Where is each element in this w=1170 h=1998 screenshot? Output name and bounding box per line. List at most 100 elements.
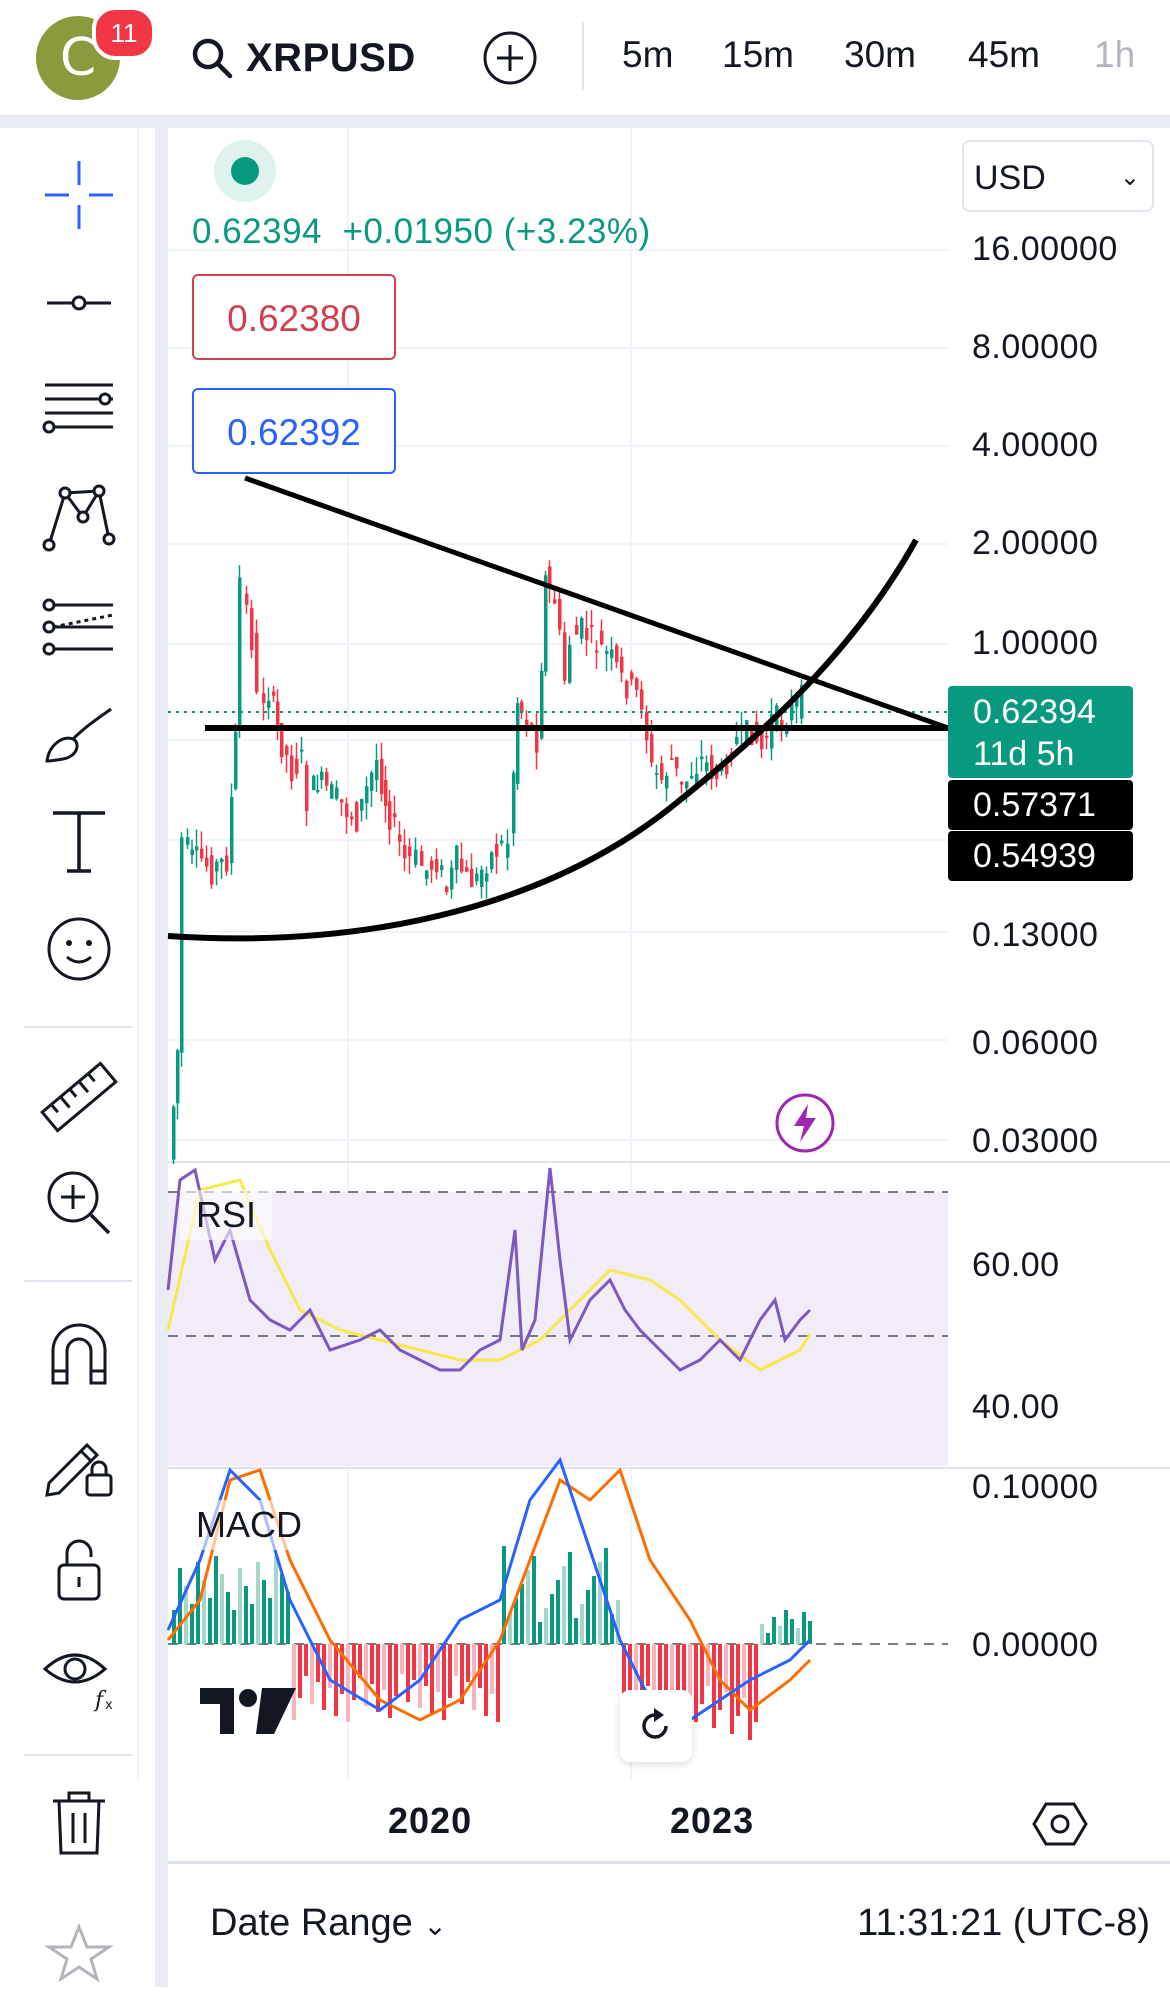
macd-histogram-bar — [712, 1644, 716, 1728]
macd-histogram-bar — [274, 1556, 278, 1644]
macd-histogram-bar — [412, 1644, 416, 1680]
candle-body — [780, 720, 784, 728]
price-change: +0.01950 — [342, 212, 494, 251]
add-symbol-icon[interactable] — [482, 30, 538, 86]
ruler-icon[interactable] — [34, 1052, 124, 1142]
macd-histogram-bar — [346, 1644, 350, 1722]
lightning-icon[interactable] — [774, 1092, 836, 1154]
candle-body — [285, 745, 289, 755]
text-icon[interactable] — [34, 796, 124, 886]
candle-body — [512, 772, 516, 834]
macd-histogram-bar — [208, 1598, 212, 1644]
macd-histogram-bar — [502, 1546, 506, 1644]
trash-icon[interactable] — [34, 1776, 124, 1866]
parabolic-arc — [167, 538, 919, 942]
rsi-label[interactable]: RSI — [180, 1190, 273, 1240]
bar-countdown: 11d 5h — [973, 735, 1075, 773]
toolbar-separator — [24, 1026, 132, 1028]
macd-histogram-bar — [454, 1644, 458, 1676]
interval-15m[interactable]: 15m — [722, 34, 794, 75]
interval-30m[interactable]: 30m — [844, 34, 916, 75]
candle-body — [295, 758, 299, 774]
candle-body — [255, 632, 259, 693]
macd-histogram-bar — [358, 1644, 362, 1678]
sell-button[interactable]: 0.62380 — [192, 274, 396, 360]
macd-histogram-bar — [406, 1644, 410, 1702]
candle-body — [630, 672, 634, 680]
svg-text:x: x — [105, 1698, 113, 1713]
settings-icon[interactable] — [1032, 1796, 1088, 1852]
date-range-button[interactable]: Date Range ⌄ — [210, 1902, 447, 1945]
currency-select[interactable]: USD ⌄ — [962, 140, 1154, 212]
price-axis-label: 4.00000 — [972, 426, 1099, 464]
star-icon[interactable] — [34, 1908, 124, 1998]
macd-histogram-bar — [460, 1644, 464, 1704]
macd-histogram-bar — [262, 1580, 266, 1644]
last-price-tag: 0.62394 11d 5h — [948, 686, 1133, 778]
clock[interactable]: 11:31:21 (UTC-8) — [857, 1902, 1150, 1944]
horizontal-ray-icon[interactable] — [34, 258, 124, 348]
unlock-icon[interactable] — [34, 1524, 124, 1614]
macd-histogram-bar — [694, 1644, 698, 1722]
macd-histogram-bar — [418, 1644, 422, 1708]
candle-body — [540, 670, 544, 739]
price-axis-label: 16.00000 — [972, 230, 1118, 268]
macd-histogram-bar — [322, 1644, 326, 1710]
candle-body — [215, 861, 219, 872]
last-price-tag-value: 0.62394 — [973, 693, 1096, 731]
candle-body — [272, 691, 276, 696]
candle-body — [770, 714, 774, 749]
lock-drawing-icon[interactable] — [34, 1416, 124, 1506]
chevron-down-icon: ⌄ — [423, 1910, 447, 1941]
candle-body — [475, 873, 479, 882]
macd-histogram-bar — [478, 1644, 482, 1688]
candle-body — [225, 855, 229, 872]
candle-body — [650, 733, 654, 763]
toolbar-separator — [24, 1280, 132, 1282]
reset-chart-button[interactable] — [620, 1690, 692, 1762]
macd-histogram-bar — [598, 1562, 602, 1644]
candle-body — [600, 630, 604, 645]
candle-body — [640, 689, 644, 710]
macd-histogram-bar — [670, 1644, 674, 1734]
xabcd-pattern-icon[interactable] — [34, 474, 124, 564]
macd-histogram-bar — [508, 1612, 512, 1644]
macd-histogram-bar — [766, 1633, 770, 1644]
buy-button[interactable]: 0.62392 — [192, 388, 396, 474]
emoji-icon[interactable] — [34, 904, 124, 994]
brush-icon[interactable] — [34, 690, 124, 780]
candle-body — [506, 843, 510, 858]
candle-body — [480, 869, 484, 887]
fib-channel-icon[interactable] — [34, 582, 124, 672]
candle-body — [800, 685, 804, 719]
candle-body — [548, 566, 552, 586]
candle-body — [262, 693, 266, 703]
macd-histogram-bar — [622, 1644, 626, 1698]
toolbar-separator — [24, 1754, 132, 1756]
macd-histogram-bar — [376, 1644, 380, 1712]
candle-body — [558, 598, 562, 630]
search-icon — [192, 38, 233, 79]
price-change-line: 0.62394 +0.01950 (+3.23%) — [192, 212, 651, 252]
macd-histogram-bar — [340, 1644, 344, 1694]
interval-1h[interactable]: 1h — [1094, 34, 1136, 75]
macd-histogram-bar — [238, 1568, 242, 1644]
interval-5m[interactable]: 5m — [622, 34, 674, 75]
symbol-search[interactable]: XRPUSD — [190, 30, 416, 86]
price-axis-label: 0.06000 — [972, 1024, 1099, 1062]
macd-histogram-bar — [760, 1624, 764, 1644]
chart-canvas[interactable] — [0, 0, 1170, 1862]
macd-histogram-bar — [790, 1619, 794, 1644]
fib-retracement-icon[interactable] — [34, 364, 124, 454]
magnet-icon[interactable] — [34, 1308, 124, 1398]
crosshair-icon[interactable] — [34, 150, 124, 240]
macd-histogram-bar — [682, 1644, 686, 1698]
candle-body — [635, 678, 639, 690]
interval-45m[interactable]: 45m — [968, 34, 1040, 75]
zoom-in-icon[interactable] — [34, 1158, 124, 1248]
macd-label[interactable]: MACD — [180, 1500, 318, 1550]
candle-body — [276, 701, 280, 727]
candle-body — [384, 779, 388, 807]
macd-histogram-bar — [232, 1610, 236, 1644]
